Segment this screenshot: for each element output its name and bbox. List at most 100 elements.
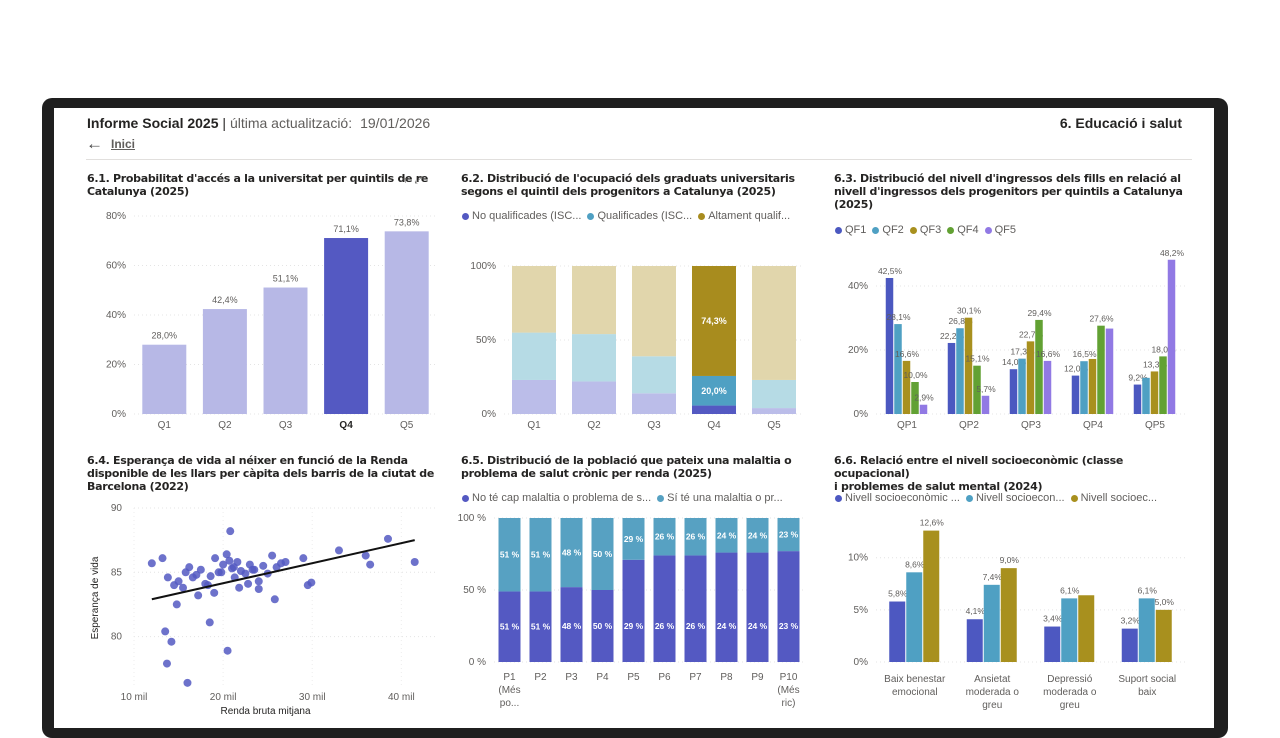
scatter-point (222, 550, 231, 559)
c1-ytick-label: 40% (106, 310, 126, 321)
data-label: 6,1% (1060, 585, 1080, 595)
section-title: 6. Educació i salut (1059, 115, 1182, 131)
bar-segment (777, 551, 800, 662)
data-label: 26 % (655, 621, 675, 631)
bar-segment (591, 518, 614, 590)
chart-2-legend: No qualificades (ISC... Qualificades (IS… (462, 210, 790, 222)
scatter-point (254, 577, 263, 586)
scatter-point (307, 578, 316, 587)
scatter-point (158, 554, 167, 563)
c4-xtick-label: 30 mil (299, 692, 326, 703)
legend-item[interactable]: Nivell socioecon... (965, 492, 1065, 504)
legend-item[interactable]: Nivell socioeconòmic ... (835, 492, 960, 504)
data-label: 13,3% (1143, 359, 1168, 369)
bar (1009, 369, 1018, 414)
c4-xtick-label: 40 mil (388, 692, 415, 703)
chart-5-title-line-2: problema de salut crònic per renda (2025… (461, 467, 712, 480)
legend-label: Nivell socioec... (1080, 492, 1158, 504)
x-tick-label: QP5 (1145, 420, 1165, 431)
bar-segment (529, 591, 552, 662)
legend-item[interactable]: QF5 (984, 224, 1016, 236)
x-tick-label: P9 (751, 672, 764, 683)
bar (1061, 598, 1078, 662)
legend-dot-icon (587, 212, 595, 220)
bar-segment (746, 552, 769, 662)
legend-item[interactable]: Nivell socioec... (1070, 492, 1158, 504)
c5-ytick-label: 100 % (458, 513, 486, 524)
scatter-point (188, 573, 197, 582)
scatter-point (210, 588, 219, 597)
bar-segment (572, 266, 616, 335)
update-label: última actualització: (229, 115, 353, 131)
x-tick-label: P2 (534, 672, 547, 683)
x-tick-label: Q1 (158, 420, 172, 431)
expand-icon[interactable]: ⤢ (414, 175, 423, 186)
legend-item[interactable]: QF1 (835, 224, 866, 236)
home-link[interactable]: Inici (111, 137, 136, 151)
legend-dot-icon (909, 226, 917, 234)
legend-item[interactable]: No qualificades (ISC... (462, 210, 581, 222)
scatter-point (205, 618, 214, 627)
c3-ytick-label: 40% (848, 281, 868, 292)
x-tick-label: Q5 (400, 420, 414, 431)
data-label: 71,1% (333, 224, 359, 234)
data-label: 74,3% (701, 316, 727, 326)
bar-segment (572, 381, 616, 414)
data-label: 50 % (593, 549, 613, 559)
scatter-point (185, 563, 194, 572)
data-label: 51 % (531, 550, 551, 560)
legend-item[interactable]: QF3 (909, 224, 941, 236)
scatter-point (334, 546, 343, 555)
data-label: 26 % (686, 621, 706, 631)
chart-1-title-line-2: Catalunya (2025) (87, 185, 189, 198)
bar-segment (653, 555, 676, 662)
data-label: 42,4% (212, 295, 238, 305)
chart-4-title-line-3: Barcelona (2022) (87, 480, 189, 493)
bar-segment (752, 266, 796, 380)
legend-dot-icon (984, 226, 992, 234)
legend-label: QF1 (845, 224, 867, 236)
data-label: 30,1% (957, 306, 982, 316)
back-nav[interactable]: ← Inici (86, 134, 136, 153)
scatter-point (241, 569, 250, 578)
data-label: 23 % (779, 530, 799, 540)
legend-item[interactable]: QF2 (872, 224, 904, 236)
c1-ytick-label: 60% (106, 261, 126, 272)
scatter-point (235, 583, 244, 592)
legend-dot-icon (462, 494, 469, 502)
chart-5-title-line-1: 6.5. Distribució de la població que pate… (461, 454, 792, 467)
legend-label: No té cap malaltia o problema de s... (472, 492, 652, 504)
data-label: 12,0% (1064, 364, 1089, 374)
bar (902, 360, 911, 414)
legend-item[interactable]: No té cap malaltia o problema de s... (462, 492, 651, 504)
bar-segment (692, 405, 736, 414)
data-label: 51 % (500, 550, 520, 560)
arrow-left-icon[interactable]: ← (86, 134, 103, 153)
x-tick-label: Q4 (707, 420, 721, 431)
bar (1043, 360, 1052, 414)
legend-label: No qualificades (ISC... (472, 210, 582, 222)
bar (142, 344, 187, 414)
legend-dot-icon (872, 226, 880, 234)
c4-xtick-label: 10 mil (121, 692, 148, 703)
bar (956, 328, 964, 414)
legend-item[interactable]: Qualificades (ISC... (587, 210, 692, 222)
chart-6-salut-mental: 0% 5% 10% 5,8% 8,6% 12,6% Baix benestar emocion… (848, 518, 1186, 711)
bar (1121, 628, 1138, 662)
legend-item[interactable]: Sí té una malaltia o pr... (657, 492, 783, 504)
c6-ytick-label: 10% (848, 553, 868, 564)
legend-item[interactable]: QF4 (947, 224, 979, 236)
legend-item[interactable]: Altament qualif... (698, 210, 790, 222)
filter-icon[interactable]: ⫧ (403, 175, 409, 186)
data-label: 26 % (686, 532, 706, 542)
data-label: 5,7% (976, 384, 996, 394)
scatter-point (161, 627, 170, 636)
legend-dot-icon (1070, 494, 1078, 502)
scatter-point (361, 551, 370, 560)
bar (885, 278, 894, 414)
x-tick-label: QP4 (1083, 420, 1103, 431)
legend-dot-icon (965, 494, 973, 502)
legend-dot-icon (835, 494, 842, 502)
scatter-point (270, 595, 279, 604)
data-label: 48 % (562, 548, 582, 558)
